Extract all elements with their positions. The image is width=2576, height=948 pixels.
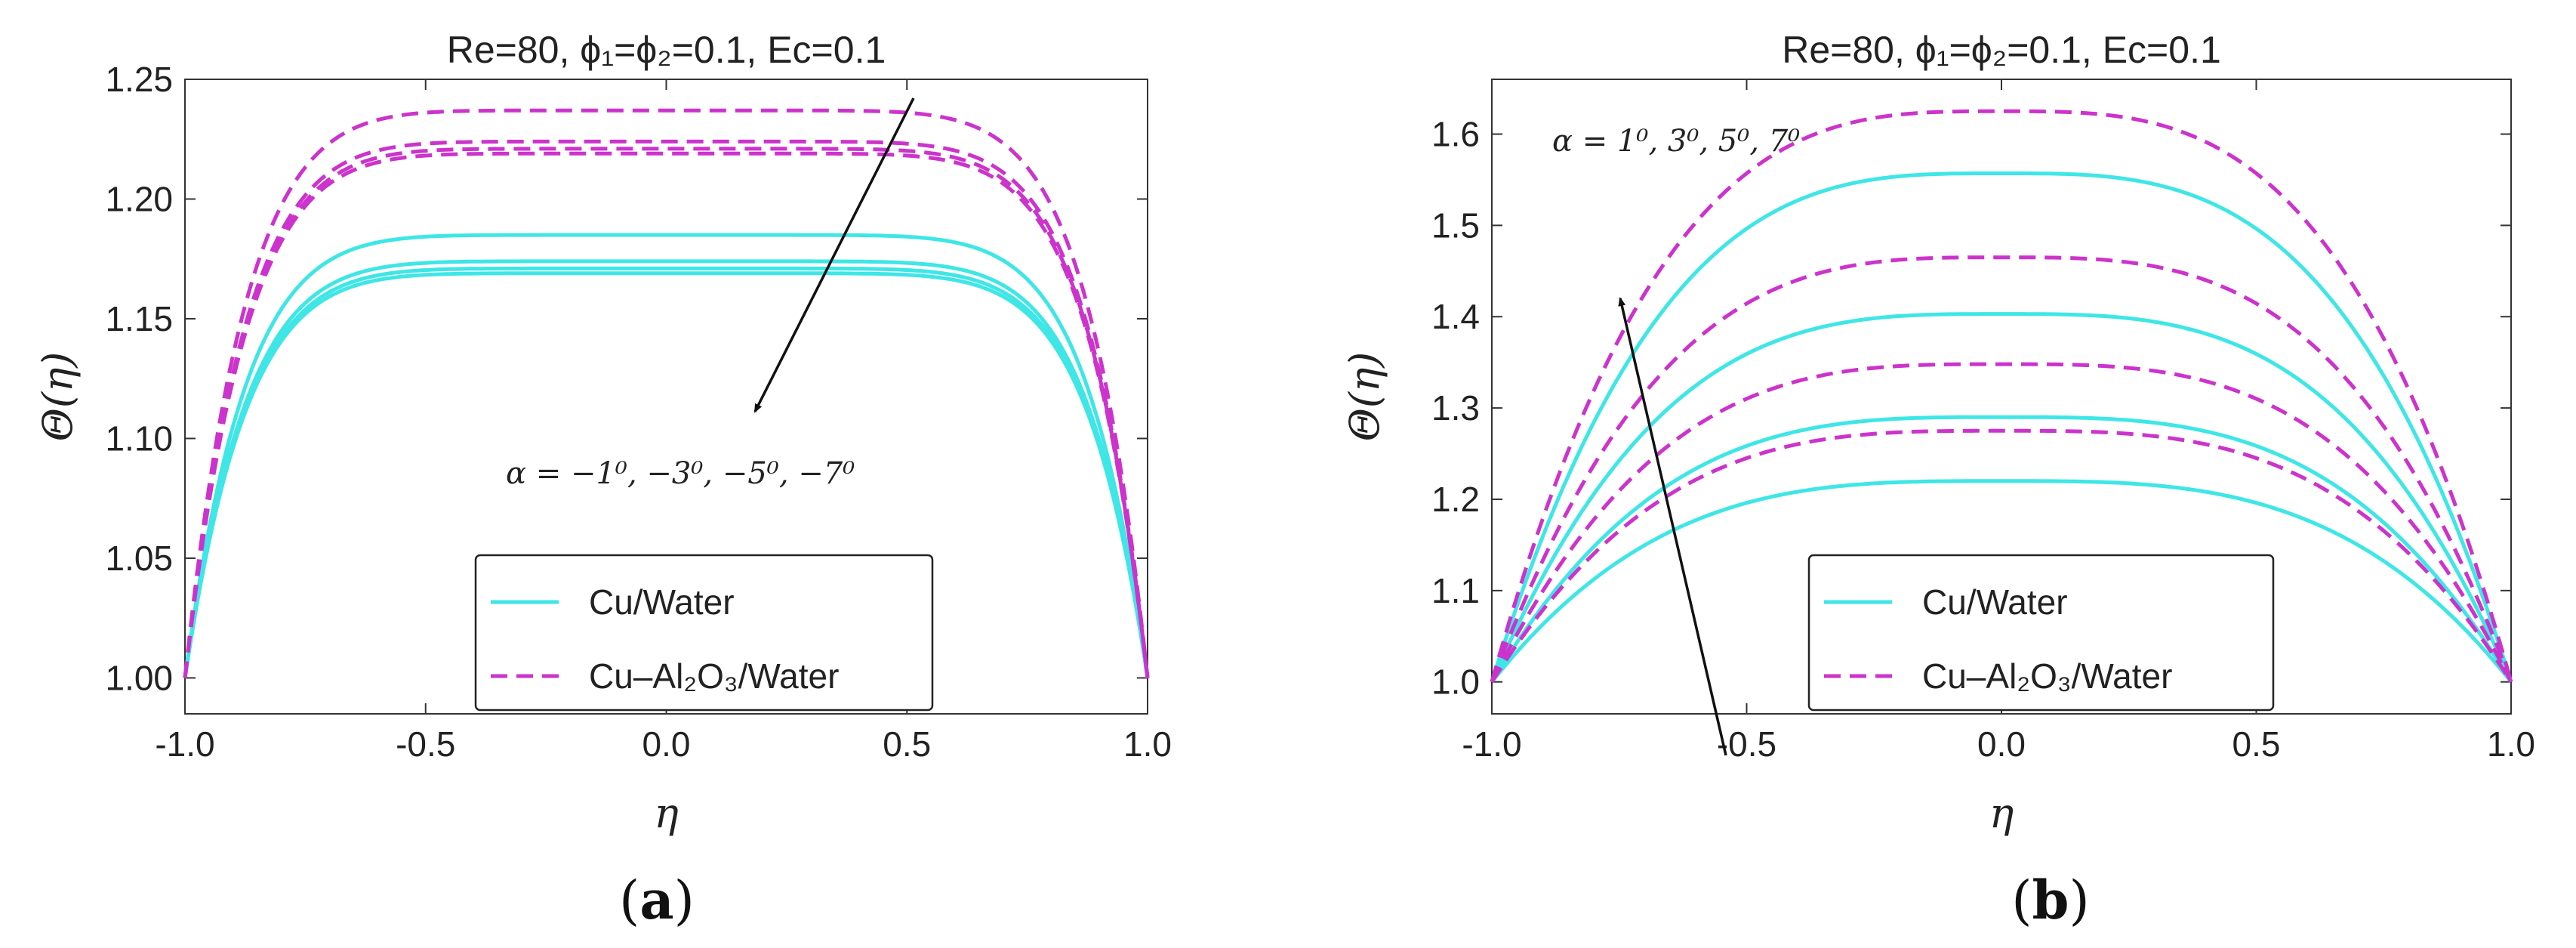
annotation-arrow	[753, 97, 915, 413]
x-tick-label: 0.5	[883, 724, 931, 764]
x-tick-label: -1.0	[155, 724, 214, 764]
y-tick-label: 1.3	[1431, 388, 1480, 428]
y-axis-label: Θ(η)	[34, 352, 82, 442]
cu-water-series-line-alpha-5	[1490, 312, 2513, 683]
caption-a: (a)	[619, 869, 695, 931]
chart-b-svg: Re=80, ϕ₁=ϕ₂=0.1, Ec=0.1 -1.0 -0.5 0.0 0.5 1.…	[1341, 29, 2535, 837]
x-tick-label: 1.0	[2487, 724, 2535, 764]
legend-label-cu-water: Cu/Water	[1922, 582, 2068, 622]
y-tick-label: 1.20	[105, 179, 173, 218]
y-tick-label: 1.05	[105, 539, 173, 578]
chart-panel-b: Re=80, ϕ₁=ϕ₂=0.1, Ec=0.1 -1.0 -0.5 0.0 0.5 1.…	[1288, 0, 2576, 948]
cu-water-series-line-alpha--5	[183, 266, 1150, 678]
x-axis-label: η	[1989, 789, 2014, 837]
caption-b: (b)	[2011, 869, 2090, 931]
chart-panel-a: Re=80, ϕ₁=ϕ₂=0.1, Ec=0.1 -1.0 -0.5 0.0 0.5 1.…	[34, 29, 1172, 931]
y-axis-label: Θ(η)	[1341, 352, 1388, 442]
y-tick-label: 1.5	[1431, 205, 1480, 245]
legend-box	[474, 554, 934, 712]
legend-label-hybrid: Cu–Al₂O₃/Water	[1922, 656, 2172, 696]
legend-box	[1807, 554, 2275, 712]
y-tick-label: 1.2	[1431, 480, 1480, 519]
hybrid-series-line-alpha-7	[1490, 109, 2513, 683]
cu-water-series-line-alpha--1	[183, 233, 1150, 678]
y-tick-label: 1.6	[1431, 115, 1480, 154]
hybrid-series-line-alpha--3	[183, 139, 1150, 678]
cu-water-series-line-alpha-1	[1490, 479, 2513, 684]
y-tick-label: 1.15	[105, 299, 173, 338]
y-tick-label: 1.10	[105, 418, 173, 458]
legend: Cu/Water Cu–Al₂O₃/Water	[474, 554, 934, 712]
x-tick-label: 0.0	[642, 724, 691, 764]
hybrid-series-line-alpha-5	[1490, 255, 2513, 683]
annotation-alpha-values: α = 1⁰, 3⁰, 5⁰, 7⁰	[1552, 124, 1800, 159]
cu-water-series-line-alpha--3	[183, 259, 1150, 678]
legend-label-hybrid: Cu–Al₂O₃/Water	[589, 656, 839, 696]
y-tick-label: 1.0	[1431, 662, 1480, 702]
x-tick-label: 1.0	[1123, 724, 1172, 764]
chart-title: Re=80, ϕ₁=ϕ₂=0.1, Ec=0.1	[1782, 29, 2221, 71]
y-tick-label: 1.1	[1431, 571, 1480, 610]
legend: Cu/Water Cu–Al₂O₃/Water	[1807, 554, 2275, 712]
y-tick-label: 1.4	[1431, 297, 1480, 336]
cu-water-series-line-alpha-3	[1490, 415, 2513, 683]
hybrid-series-line-alpha-1	[1490, 428, 2513, 684]
y-tick-label: 1.25	[105, 60, 173, 99]
x-tick-label: -1.0	[1462, 724, 1521, 764]
x-tick-label: 0.0	[1977, 724, 2026, 764]
hybrid-series-line-alpha--7	[183, 151, 1150, 678]
x-tick-label: -0.5	[1717, 724, 1776, 764]
hybrid-series-line-alpha--1	[183, 108, 1150, 678]
x-tick-label: -0.5	[396, 724, 455, 764]
y-tick-label: 1.00	[105, 658, 173, 697]
annotation-alpha-values: α = −1⁰, −3⁰, −5⁰, −7⁰	[506, 456, 855, 491]
chart-a-svg: Re=80, ϕ₁=ϕ₂=0.1, Ec=0.1 -1.0 -0.5 0.0 0.5 1.…	[34, 29, 1172, 837]
chart-title: Re=80, ϕ₁=ϕ₂=0.1, Ec=0.1	[447, 29, 886, 71]
annotation-arrow	[1618, 297, 1727, 756]
hybrid-series-line-alpha-3	[1490, 362, 2513, 683]
hybrid-series-line-alpha--5	[183, 147, 1150, 678]
x-tick-label: 0.5	[2232, 724, 2281, 764]
cu-water-series-line-alpha-7	[1490, 171, 2513, 683]
x-axis-label: η	[654, 789, 678, 837]
legend-label-cu-water: Cu/Water	[589, 582, 735, 622]
cu-water-series-line-alpha--7	[183, 271, 1150, 678]
